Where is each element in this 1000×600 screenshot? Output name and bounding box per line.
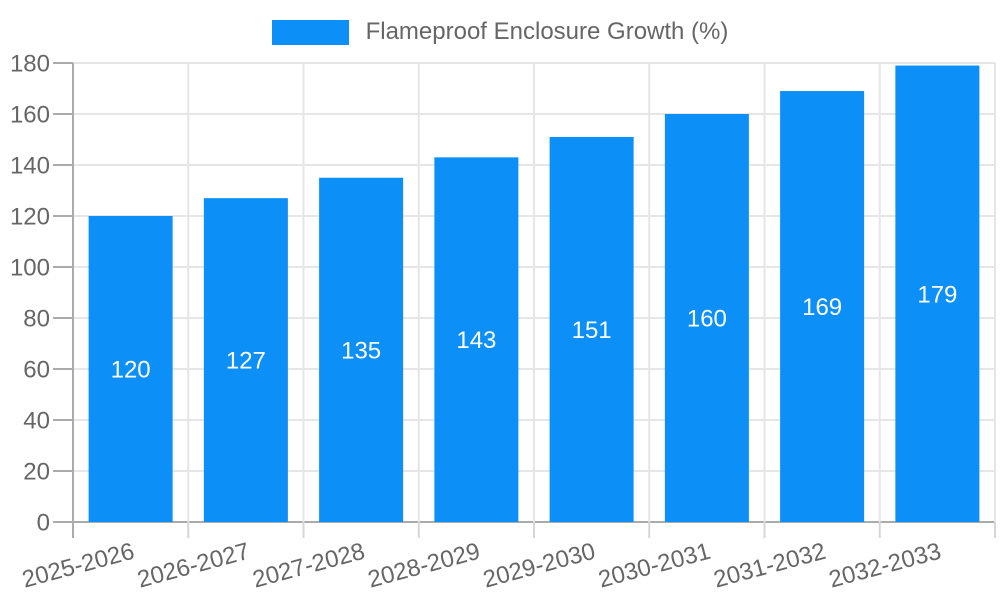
bar-value-label: 169 xyxy=(802,294,842,321)
y-tick-label: 100 xyxy=(10,255,50,282)
bar[interactable] xyxy=(434,157,519,522)
bar-value-label: 135 xyxy=(341,337,381,364)
bar[interactable] xyxy=(664,114,749,522)
y-tick-label: 20 xyxy=(23,459,50,486)
y-tick-label: 160 xyxy=(10,102,50,129)
bar-value-label: 127 xyxy=(226,348,266,375)
bar-value-label: 160 xyxy=(687,306,727,333)
legend-item[interactable]: Flameproof Enclosure Growth (%) xyxy=(0,19,1000,45)
legend-label: Flameproof Enclosure Growth (%) xyxy=(365,18,729,45)
x-tick-label: 2031-2032 xyxy=(711,538,829,594)
x-tick-label: 2032-2033 xyxy=(826,538,944,594)
y-tick-label: 80 xyxy=(23,306,50,333)
bar-value-label: 179 xyxy=(917,281,957,308)
x-tick-label: 2026-2027 xyxy=(135,538,253,594)
bar-value-label: 151 xyxy=(572,317,612,344)
y-tick-label: 0 xyxy=(37,510,50,537)
bar[interactable] xyxy=(895,65,980,523)
y-tick-label: 120 xyxy=(10,204,50,231)
bar[interactable] xyxy=(780,91,865,523)
bar-value-label: 143 xyxy=(456,327,496,354)
x-tick-label: 2029-2030 xyxy=(480,538,598,594)
legend-swatch-icon xyxy=(271,19,349,45)
bar[interactable] xyxy=(203,198,288,522)
bar[interactable] xyxy=(88,216,173,522)
y-tick-label: 60 xyxy=(23,357,50,384)
bar[interactable] xyxy=(549,136,634,522)
x-tick-label: 2027-2028 xyxy=(250,538,368,594)
y-tick-label: 40 xyxy=(23,408,50,435)
x-tick-label: 2028-2029 xyxy=(365,538,483,594)
bar[interactable] xyxy=(319,177,404,522)
x-tick-label: 2030-2031 xyxy=(596,538,714,594)
y-tick-label: 140 xyxy=(10,153,50,180)
y-tick-label: 180 xyxy=(10,51,50,78)
x-tick-label: 2025-2026 xyxy=(19,538,137,594)
bar-value-label: 120 xyxy=(111,357,151,384)
